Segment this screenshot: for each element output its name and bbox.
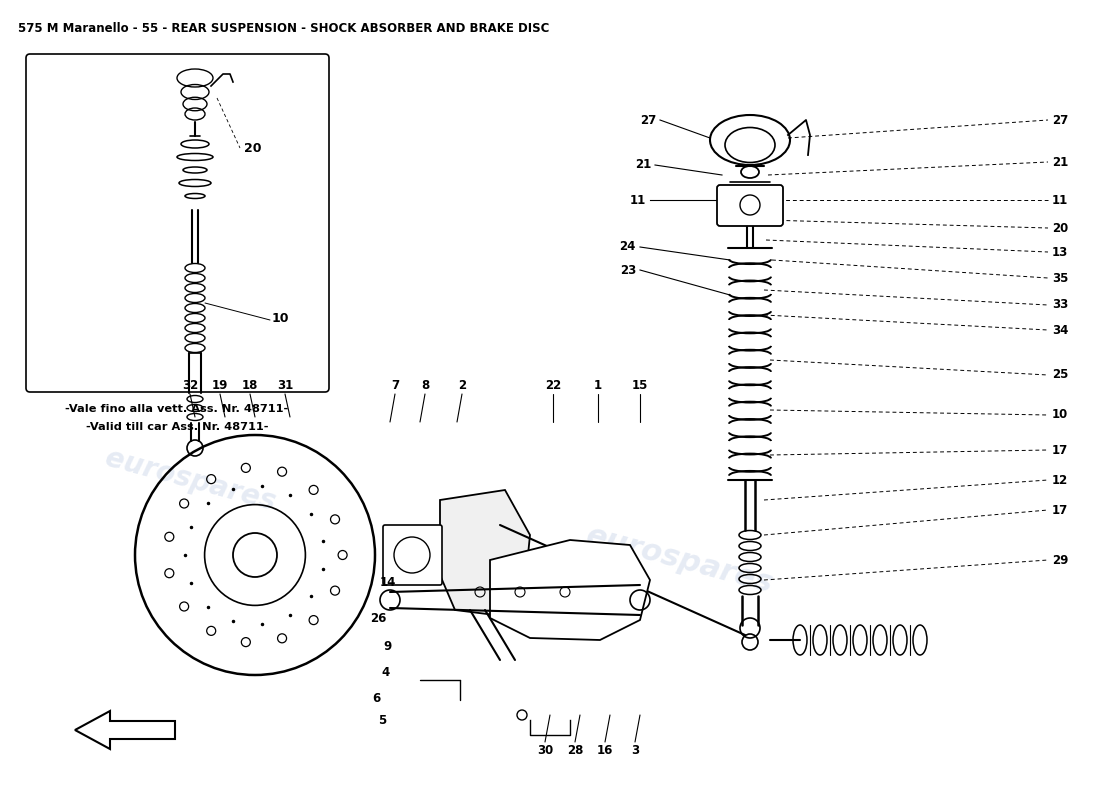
- Text: 33: 33: [1052, 298, 1068, 311]
- Polygon shape: [440, 490, 530, 615]
- FancyBboxPatch shape: [383, 525, 442, 585]
- Text: 10: 10: [1052, 409, 1068, 422]
- Text: 16: 16: [597, 743, 613, 757]
- Text: 11: 11: [629, 194, 646, 206]
- FancyBboxPatch shape: [26, 54, 329, 392]
- Text: 27: 27: [1052, 114, 1068, 126]
- Text: 29: 29: [1052, 554, 1068, 566]
- Text: 17: 17: [1052, 503, 1068, 517]
- Text: 34: 34: [1052, 323, 1068, 337]
- Text: 18: 18: [242, 379, 258, 392]
- Text: 14: 14: [379, 575, 396, 589]
- Text: 13: 13: [1052, 246, 1068, 258]
- Text: 4: 4: [382, 666, 390, 678]
- Text: 23: 23: [619, 263, 636, 277]
- Text: 26: 26: [370, 611, 386, 625]
- Text: 10: 10: [272, 311, 289, 325]
- Text: 31: 31: [277, 379, 293, 392]
- Text: eurospares: eurospares: [101, 444, 278, 516]
- Text: 8: 8: [421, 379, 429, 392]
- Text: 27: 27: [640, 114, 656, 126]
- Text: -Vale fino alla vett. Ass. Nr. 48711-: -Vale fino alla vett. Ass. Nr. 48711-: [65, 404, 288, 414]
- FancyArrow shape: [75, 711, 175, 749]
- Polygon shape: [490, 540, 650, 640]
- Text: 1: 1: [594, 379, 602, 392]
- Text: 12: 12: [1052, 474, 1068, 486]
- Text: 5: 5: [378, 714, 386, 726]
- Text: 35: 35: [1052, 271, 1068, 285]
- Text: 9: 9: [384, 639, 392, 653]
- Text: 21: 21: [635, 158, 651, 171]
- Text: -Valid till car Ass. Nr. 48711-: -Valid till car Ass. Nr. 48711-: [86, 422, 268, 432]
- Text: 28: 28: [566, 743, 583, 757]
- Text: 19: 19: [212, 379, 228, 392]
- Text: eurospares: eurospares: [583, 521, 777, 599]
- Text: 2: 2: [458, 379, 466, 392]
- Text: 3: 3: [631, 743, 639, 757]
- Text: 6: 6: [372, 691, 381, 705]
- Text: 15: 15: [631, 379, 648, 392]
- Text: 11: 11: [1052, 194, 1068, 206]
- FancyBboxPatch shape: [717, 185, 783, 226]
- Text: 21: 21: [1052, 155, 1068, 169]
- Text: 575 M Maranello - 55 - REAR SUSPENSION - SHOCK ABSORBER AND BRAKE DISC: 575 M Maranello - 55 - REAR SUSPENSION -…: [18, 22, 549, 35]
- Text: 30: 30: [537, 743, 553, 757]
- Text: 32: 32: [182, 379, 198, 392]
- Text: 25: 25: [1052, 369, 1068, 382]
- Text: 17: 17: [1052, 443, 1068, 457]
- Text: 20: 20: [244, 142, 262, 154]
- Text: 24: 24: [619, 241, 636, 254]
- Text: 22: 22: [544, 379, 561, 392]
- Text: 20: 20: [1052, 222, 1068, 234]
- Text: 7: 7: [390, 379, 399, 392]
